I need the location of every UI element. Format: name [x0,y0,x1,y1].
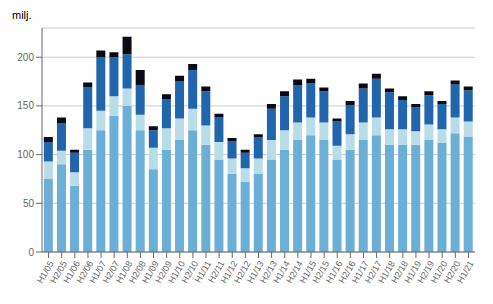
svg-text:H2/09: H2/09 [153,259,174,285]
svg-text:H2/18: H2/18 [389,259,411,285]
svg-text:H2/10: H2/10 [179,259,201,285]
svg-text:H1/13: H1/13 [245,259,266,285]
svg-text:H1/05: H1/05 [35,259,56,285]
svg-text:H2/12: H2/12 [232,259,253,285]
svg-text:H1/14: H1/14 [271,259,292,285]
svg-text:H1/15: H1/15 [297,259,319,285]
svg-text:H1/16: H1/16 [323,259,345,285]
html-text:milj.: milj. [12,9,32,21]
svg-text:100: 100 [17,149,34,160]
svg-text:H1/19: H1/19 [402,259,424,285]
svg-text:H2/13: H2/13 [258,259,279,285]
svg-text:H2/05: H2/05 [48,259,69,285]
svg-text:H1/12: H1/12 [218,259,240,285]
svg-text:H1/10: H1/10 [166,259,187,285]
svg-text:H2/11: H2/11 [206,259,227,285]
svg-text:H1/20: H1/20 [428,259,450,285]
svg-text:H1/18: H1/18 [376,259,397,285]
svg-text:50: 50 [23,198,35,209]
svg-text:H2/17: H2/17 [363,259,384,285]
svg-text:H1/09: H1/09 [140,259,161,285]
svg-text:H2/19: H2/19 [415,259,437,285]
svg-text:0: 0 [28,247,34,258]
svg-text:H1/06: H1/06 [61,259,83,285]
svg-text:H1/08: H1/08 [113,259,135,285]
svg-text:H1/17: H1/17 [350,259,371,285]
svg-text:H1/21: H1/21 [455,259,476,285]
svg-text:H2/16: H2/16 [336,259,358,285]
svg-text:H2/06: H2/06 [74,259,96,285]
svg-text:200: 200 [17,52,34,63]
svg-text:H2/07: H2/07 [100,259,122,285]
svg-text:H2/14: H2/14 [284,259,306,285]
svg-text:H2/15: H2/15 [310,259,332,285]
svg-text:H2/08: H2/08 [127,259,148,285]
svg-text:H1/07: H1/07 [87,259,109,285]
svg-text:H1/11: H1/11 [192,259,214,285]
svg-text:H2/20: H2/20 [441,259,463,285]
svg-text:150: 150 [17,100,34,111]
